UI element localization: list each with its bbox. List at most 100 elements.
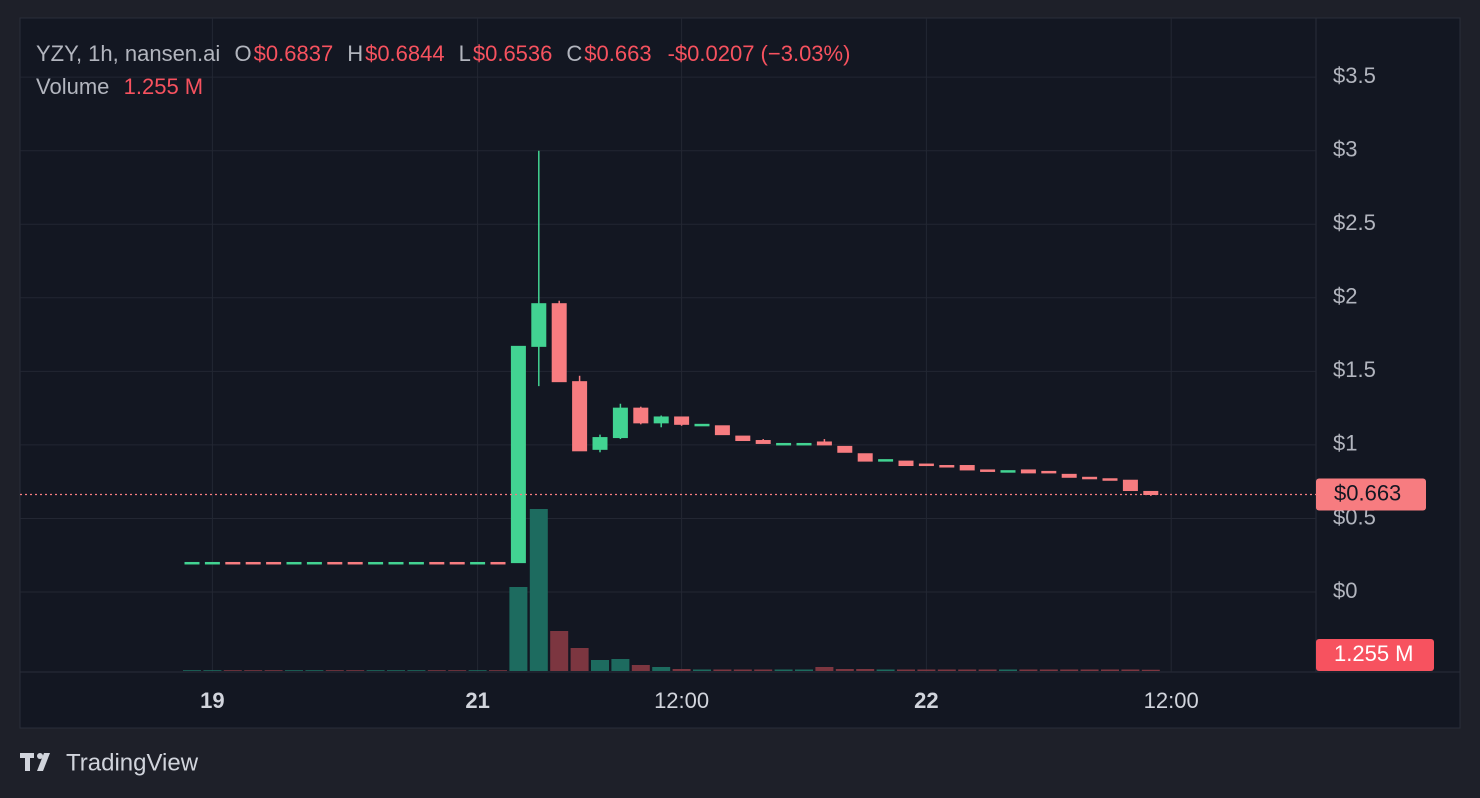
legend-value: $0.6844	[365, 41, 445, 66]
candle-body	[878, 459, 894, 462]
chart-panel	[19, 17, 1461, 729]
volume-bar	[468, 670, 487, 671]
candle-body	[1000, 470, 1016, 473]
candle-body	[918, 463, 934, 467]
y-tick-label: $0	[1333, 578, 1357, 603]
y-tick-label: $1	[1333, 431, 1357, 456]
volume-bar	[611, 659, 630, 671]
volume-bar	[754, 669, 773, 671]
volume-bar	[917, 669, 936, 671]
y-tick-label: $2	[1333, 284, 1357, 309]
volume-bar	[1141, 669, 1160, 671]
change: -$0.0207 (−3.03%)	[667, 41, 851, 66]
volume-bar	[325, 670, 344, 671]
last-price-badge	[1316, 478, 1426, 511]
brand: TradingView	[66, 749, 199, 776]
volume-bar	[244, 670, 263, 671]
volume-bar	[489, 670, 507, 671]
volume-bar	[815, 667, 834, 671]
volume-bar	[958, 669, 977, 671]
candle-body	[776, 442, 792, 446]
volume-bar	[427, 670, 446, 671]
candle-body	[1122, 479, 1138, 492]
volume-bar	[937, 669, 956, 671]
candle-body	[1102, 478, 1118, 481]
volume-bar	[733, 669, 752, 671]
candle-body	[531, 303, 547, 347]
brand-logo	[20, 753, 50, 771]
candle-body	[184, 561, 200, 565]
x-tick-label: 22	[914, 688, 938, 713]
candle-body	[592, 437, 608, 450]
last-price-label: $0.663	[1334, 480, 1401, 505]
legend-row: Volume 1.255 M	[36, 70, 852, 103]
volume-bar	[1039, 669, 1058, 671]
legend-value: $0.663	[584, 41, 652, 66]
x-tick-label: 21	[465, 688, 489, 713]
volume-bar	[550, 631, 569, 671]
volume-bar	[264, 670, 283, 671]
volume-bar	[509, 587, 528, 671]
x-tick-label: 12:00	[1144, 688, 1199, 713]
candle-body	[653, 416, 669, 424]
candle-body	[449, 561, 465, 565]
legend-key: O	[234, 41, 252, 66]
candle-body	[225, 561, 241, 565]
candle-body	[857, 453, 873, 462]
y-tick-label: $3	[1333, 137, 1357, 162]
candle-body	[898, 460, 914, 467]
candle-body	[694, 423, 710, 427]
volume-bar	[795, 669, 813, 671]
volume-bar	[713, 669, 732, 671]
x-tick-label: 19	[200, 688, 224, 713]
candle-body	[816, 441, 832, 446]
legend: YZY, 1h, nansen.ai O$0.6837 H$0.6844 L $0.6…	[36, 37, 852, 103]
candle-body	[266, 561, 282, 565]
candle-body	[1061, 473, 1077, 478]
candle-body	[1041, 470, 1057, 474]
candle-body	[674, 416, 690, 425]
candle-body	[368, 561, 384, 565]
x-tick-label: 12:00	[654, 688, 709, 713]
volume-badge	[1316, 639, 1434, 671]
candle-body	[939, 465, 955, 468]
y-tick-label: $2.5	[1333, 210, 1376, 235]
candle-body	[1020, 469, 1036, 474]
candle-body	[735, 435, 751, 442]
candle-body	[408, 561, 424, 565]
candle-body	[572, 381, 588, 452]
volume-bar	[529, 509, 548, 671]
candle-body	[1082, 476, 1098, 480]
volume-bar	[672, 669, 691, 671]
candle-body	[306, 561, 322, 565]
volume-bar	[693, 669, 711, 671]
y-tick-label: $3.5	[1333, 63, 1376, 88]
candle-body	[510, 345, 526, 564]
legend-value: $0.6837	[253, 41, 334, 66]
volume-bar	[856, 669, 875, 671]
volume-bar	[366, 670, 385, 671]
volume-bar	[1080, 669, 1099, 671]
legend-key: L	[458, 41, 471, 66]
volume-title: Volume	[36, 74, 110, 99]
volume-bar	[591, 660, 609, 671]
candle-body	[980, 469, 996, 472]
volume-bar	[203, 670, 222, 671]
y-tick-label: $1.5	[1333, 357, 1376, 382]
volume-bar	[346, 670, 365, 671]
volume-bar	[652, 667, 671, 671]
volume-bar	[1121, 669, 1140, 671]
legend-key: H	[347, 41, 364, 66]
volume-bar	[774, 669, 793, 671]
legend-row: YZY, 1h, nansen.ai O$0.6837 H$0.6844 L $0.6…	[36, 37, 852, 70]
candle-body	[429, 561, 445, 565]
volume-bar	[631, 665, 650, 671]
candle-body	[612, 407, 628, 439]
volume-bar	[999, 669, 1017, 671]
candle-body	[347, 561, 363, 565]
candle-body	[490, 561, 506, 565]
symbol: YZY, 1h, nansen.ai	[36, 41, 221, 66]
volume-bar	[407, 670, 426, 671]
volume-bar	[448, 670, 467, 671]
